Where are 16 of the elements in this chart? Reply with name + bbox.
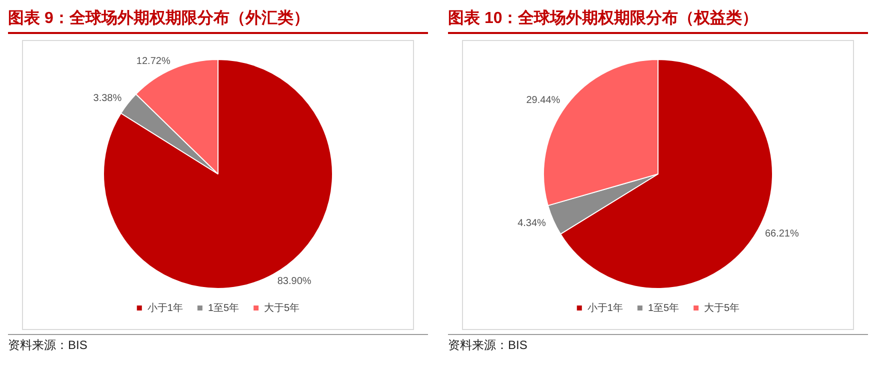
- legend-label: 1至5年: [208, 302, 240, 314]
- data-label: 4.34%: [518, 218, 546, 230]
- legend-label: 大于5年: [704, 302, 740, 314]
- data-label: 3.38%: [93, 93, 122, 104]
- chart-title: 图表 10：全球场外期权期限分布（权益类）: [448, 8, 868, 34]
- text: 资料来源：BIS: [448, 337, 868, 354]
- text: 资料来源：BIS: [8, 337, 428, 354]
- legend-label: 1至5年: [648, 302, 680, 314]
- data-label: 66.21%: [764, 228, 799, 240]
- data-label: 83.90%: [277, 276, 312, 287]
- data-label: 29.44%: [526, 95, 560, 106]
- data-label: 12.72%: [136, 56, 170, 67]
- legend-label: 小于1年: [587, 302, 623, 314]
- legend-label: 小于1年: [147, 302, 183, 314]
- legend-label: 大于5年: [264, 302, 300, 314]
- chart-title: 图表 9：全球场外期权期限分布（外汇类）: [8, 8, 428, 34]
